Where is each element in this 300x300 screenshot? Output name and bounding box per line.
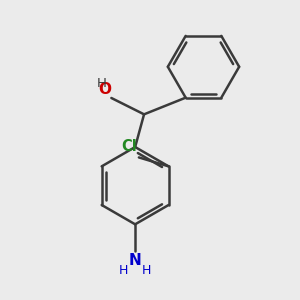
Text: H: H — [97, 77, 107, 90]
Text: Cl: Cl — [121, 139, 136, 154]
Text: N: N — [129, 254, 142, 268]
Text: H: H — [142, 263, 151, 277]
Text: H: H — [119, 263, 128, 277]
Text: O: O — [98, 82, 111, 97]
